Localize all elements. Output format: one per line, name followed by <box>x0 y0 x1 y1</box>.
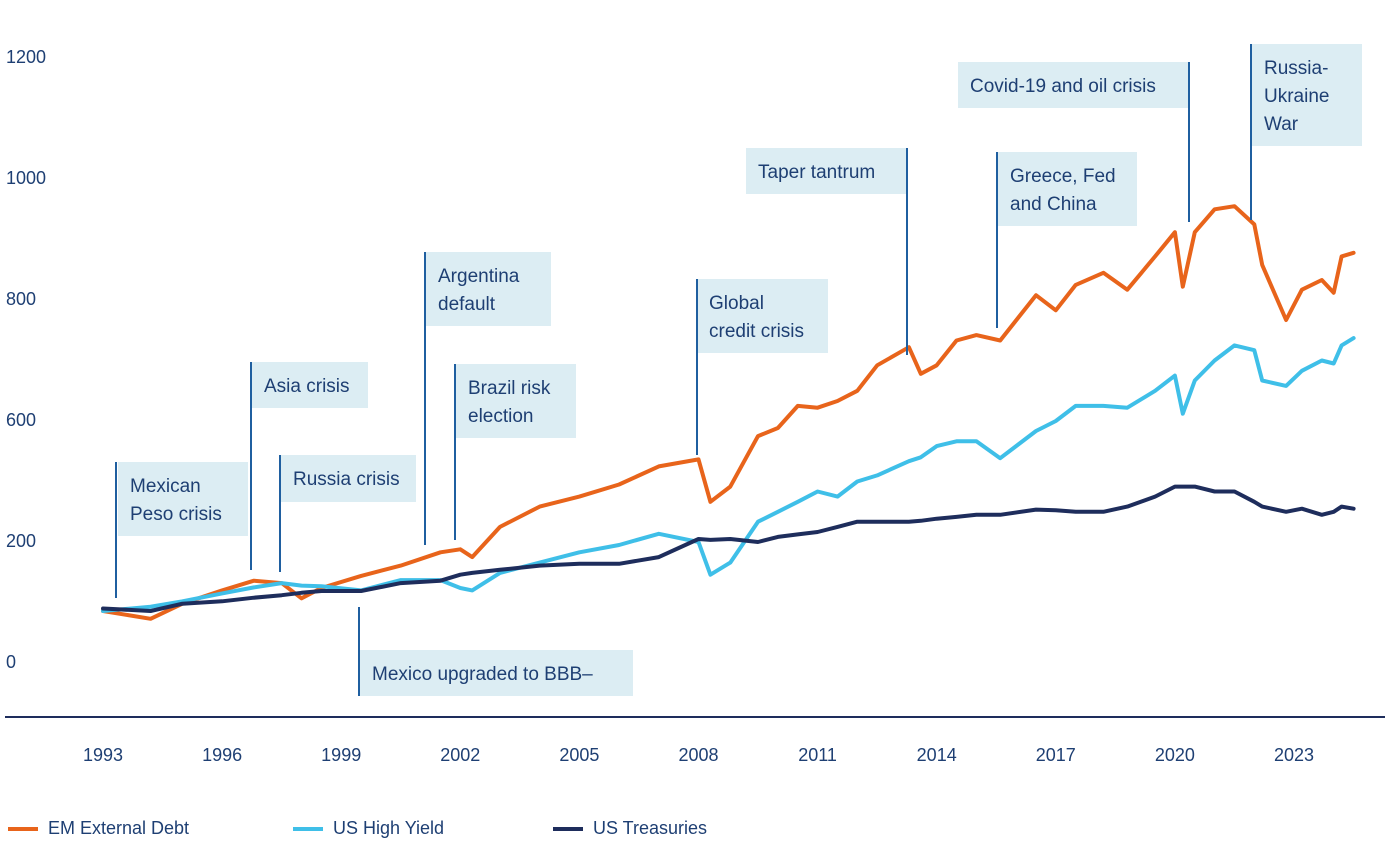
x-tick-label: 2005 <box>559 745 599 765</box>
annotation: Russia- Ukraine War <box>1252 44 1362 146</box>
annotation-leader <box>906 148 908 355</box>
annotation: Mexico upgraded to BBB– <box>360 650 633 696</box>
y-tick-label: 800 <box>6 289 36 309</box>
x-tick-label: 2017 <box>1036 745 1076 765</box>
legend-label: EM External Debt <box>48 818 189 838</box>
y-tick-label: 1200 <box>6 47 46 67</box>
annotation: Covid-19 and oil crisis <box>958 62 1190 108</box>
annotation-leader <box>454 364 456 540</box>
annotation: Russia crisis <box>281 455 416 502</box>
annotation-leader <box>696 279 698 455</box>
series-line <box>101 204 1356 621</box>
series-line <box>101 336 1356 613</box>
annotation: Argentina default <box>426 252 551 326</box>
x-tick-label: 1996 <box>202 745 242 765</box>
x-tick-label: 1999 <box>321 745 361 765</box>
legend-label: US High Yield <box>333 818 444 838</box>
annotation-leader <box>115 462 117 598</box>
x-tick-label: 1993 <box>83 745 123 765</box>
y-tick-label: 0 <box>6 652 16 672</box>
annotation: Asia crisis <box>252 362 368 408</box>
y-tick-label: 1000 <box>6 168 46 188</box>
x-tick-label: 2002 <box>440 745 480 765</box>
x-tick-label: 2020 <box>1155 745 1195 765</box>
annotation-leader <box>424 252 426 545</box>
x-tick-label: 2014 <box>917 745 957 765</box>
annotation-leader <box>1188 62 1190 222</box>
annotation-leader <box>250 362 252 570</box>
annotation: Brazil risk election <box>456 364 576 438</box>
annotation-leader <box>358 607 360 696</box>
annotation-leader <box>996 152 998 328</box>
annotation-leader <box>1250 44 1252 220</box>
annotation: Global credit crisis <box>697 279 828 353</box>
y-tick-label: 200 <box>6 531 36 551</box>
legend-label: US Treasuries <box>593 818 707 838</box>
x-tick-label: 2023 <box>1274 745 1314 765</box>
x-tick-label: 2011 <box>798 745 837 765</box>
x-tick-label: 2008 <box>678 745 718 765</box>
annotation-leader <box>279 455 281 572</box>
annotation: Greece, Fed and China <box>998 152 1137 226</box>
annotation: Taper tantrum <box>746 148 907 194</box>
annotation: Mexican Peso crisis <box>118 462 248 536</box>
series-line <box>101 484 1356 613</box>
y-tick-label: 600 <box>6 410 36 430</box>
